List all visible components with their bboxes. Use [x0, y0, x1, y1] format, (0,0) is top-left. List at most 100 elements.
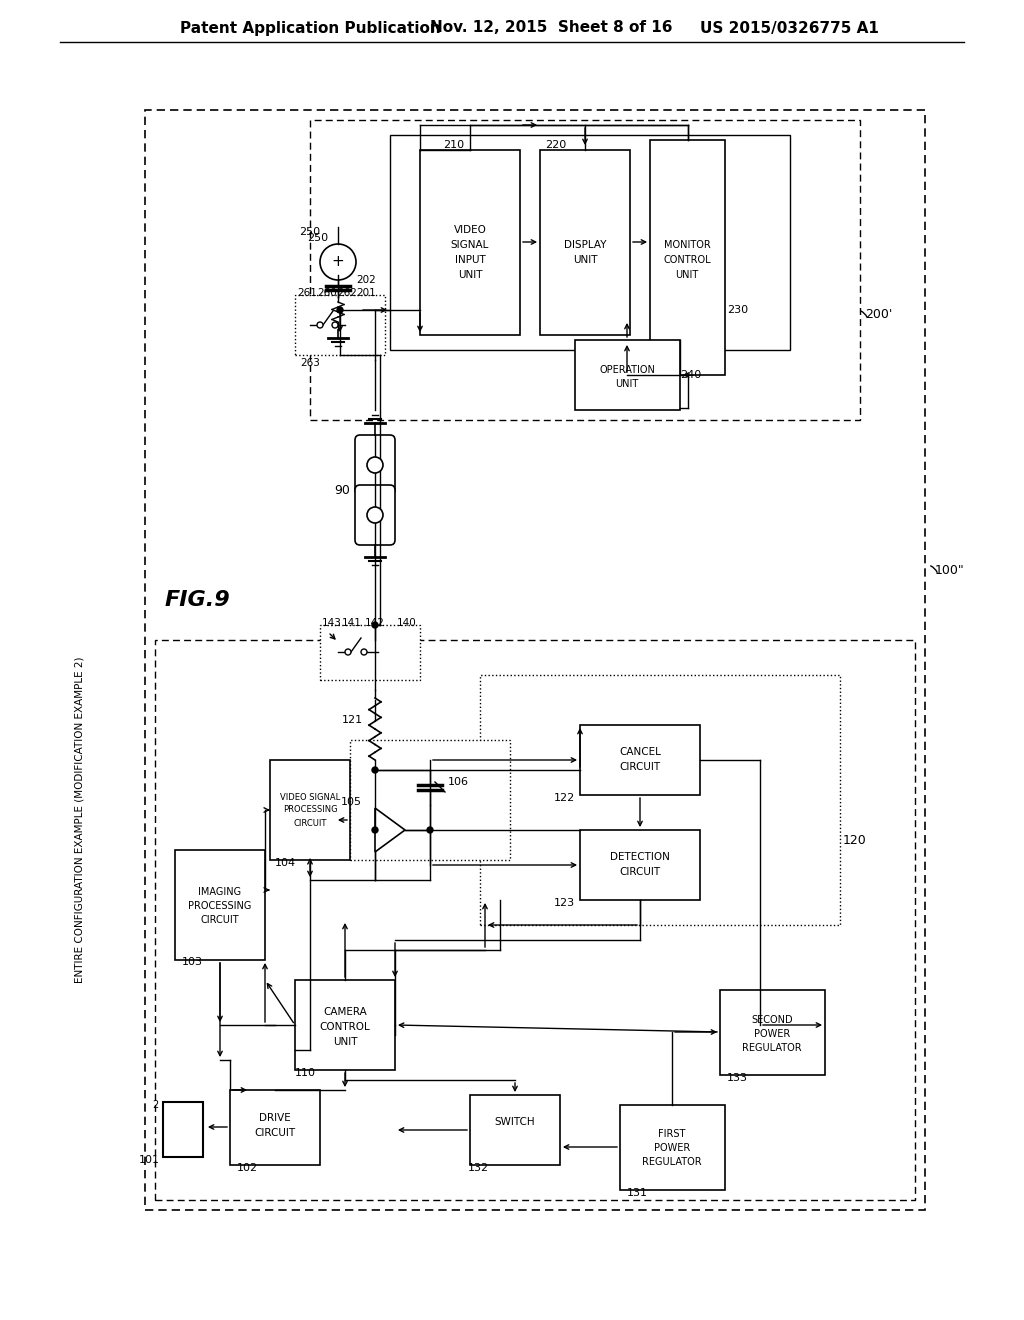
Text: 200': 200' — [865, 309, 892, 322]
Text: 100": 100" — [935, 564, 965, 577]
Bar — [230, 1090, 319, 1166]
Text: ENTIRE CONFIGURATION EXAMPLE (MODIFICATION EXAMPLE 2): ENTIRE CONFIGURATION EXAMPLE (MODIFICATI… — [75, 657, 85, 983]
Circle shape — [361, 649, 367, 655]
Text: 263: 263 — [300, 358, 319, 368]
Text: UNIT: UNIT — [333, 1038, 357, 1047]
Bar — [420, 150, 520, 335]
Text: 104: 104 — [275, 858, 296, 869]
Text: CIRCUIT: CIRCUIT — [254, 1129, 296, 1138]
Bar — [650, 140, 725, 375]
Text: 122: 122 — [554, 793, 575, 803]
Bar — [580, 830, 700, 900]
Text: US 2015/0326775 A1: US 2015/0326775 A1 — [700, 21, 879, 36]
Text: 250: 250 — [299, 227, 321, 238]
Text: 261: 261 — [297, 288, 316, 298]
Text: 143: 143 — [322, 618, 342, 628]
Text: UNIT: UNIT — [458, 271, 482, 280]
Text: CONTROL: CONTROL — [664, 255, 711, 265]
Text: 141: 141 — [342, 618, 361, 628]
Text: DISPLAY: DISPLAY — [564, 240, 606, 249]
Bar — [163, 1102, 203, 1158]
Text: 220: 220 — [545, 140, 566, 150]
Text: 101: 101 — [139, 1155, 160, 1166]
Text: VIDEO SIGNAL: VIDEO SIGNAL — [280, 792, 340, 801]
Text: 260: 260 — [317, 288, 337, 298]
Circle shape — [319, 244, 356, 280]
Text: +: + — [332, 255, 344, 269]
Circle shape — [337, 308, 343, 313]
Text: MONITOR: MONITOR — [664, 240, 711, 249]
Text: 103: 103 — [182, 957, 203, 968]
Text: SWITCH: SWITCH — [495, 1117, 536, 1127]
Text: PROCESSING: PROCESSING — [283, 805, 337, 814]
Text: Patent Application Publication: Patent Application Publication — [180, 21, 440, 36]
Bar — [390, 135, 790, 350]
Text: SIGNAL: SIGNAL — [451, 240, 489, 249]
Bar — [145, 110, 925, 1210]
Text: 262: 262 — [337, 288, 357, 298]
Circle shape — [345, 649, 351, 655]
Text: 121: 121 — [342, 715, 362, 725]
Text: 90: 90 — [334, 483, 350, 496]
Text: REGULATOR: REGULATOR — [642, 1158, 701, 1167]
Circle shape — [372, 767, 378, 774]
Circle shape — [427, 828, 433, 833]
Text: CANCEL: CANCEL — [620, 747, 660, 756]
Text: UNIT: UNIT — [676, 271, 698, 280]
Text: INPUT: INPUT — [455, 255, 485, 265]
Text: Nov. 12, 2015  Sheet 8 of 16: Nov. 12, 2015 Sheet 8 of 16 — [430, 21, 673, 36]
Text: DRIVE: DRIVE — [259, 1113, 291, 1123]
Circle shape — [367, 507, 383, 523]
Circle shape — [367, 457, 383, 473]
Text: IMAGING: IMAGING — [199, 887, 242, 898]
Bar — [155, 640, 915, 1200]
Circle shape — [332, 322, 338, 327]
Text: 106: 106 — [449, 777, 469, 787]
Text: UNIT: UNIT — [572, 255, 597, 265]
Text: UNIT: UNIT — [615, 379, 639, 389]
Text: SECOND: SECOND — [752, 1015, 793, 1026]
Bar — [575, 341, 680, 411]
Text: POWER: POWER — [754, 1030, 791, 1039]
Text: CIRCUIT: CIRCUIT — [293, 818, 327, 828]
Text: 105: 105 — [341, 797, 362, 807]
Text: 140: 140 — [397, 618, 417, 628]
Bar — [175, 850, 265, 960]
Text: POWER: POWER — [654, 1143, 690, 1152]
Bar — [580, 725, 700, 795]
Text: 132: 132 — [468, 1163, 489, 1173]
Text: 250: 250 — [307, 234, 329, 243]
Text: 142: 142 — [365, 618, 385, 628]
Circle shape — [317, 322, 323, 327]
Text: CAMERA: CAMERA — [324, 1007, 367, 1016]
Text: 201: 201 — [356, 288, 376, 298]
Bar — [295, 294, 385, 355]
FancyBboxPatch shape — [355, 484, 395, 545]
Text: 2: 2 — [152, 1100, 158, 1110]
Text: VIDEO: VIDEO — [454, 224, 486, 235]
Bar — [295, 979, 395, 1071]
Text: FIRST: FIRST — [658, 1129, 686, 1139]
Bar — [319, 624, 420, 680]
Bar — [620, 1105, 725, 1191]
Text: 133: 133 — [727, 1073, 748, 1082]
Circle shape — [372, 828, 378, 833]
Text: PROCESSING: PROCESSING — [188, 902, 252, 911]
Bar — [350, 741, 510, 861]
Text: 123: 123 — [554, 898, 575, 908]
Bar — [270, 760, 350, 861]
Text: 102: 102 — [237, 1163, 258, 1173]
Text: DETECTION: DETECTION — [610, 851, 670, 862]
Text: FIG.9: FIG.9 — [165, 590, 230, 610]
Text: 110: 110 — [295, 1068, 316, 1078]
Text: 240: 240 — [680, 370, 701, 380]
Bar — [480, 675, 840, 925]
Text: CIRCUIT: CIRCUIT — [201, 915, 240, 925]
Text: CONTROL: CONTROL — [319, 1022, 371, 1032]
Text: CIRCUIT: CIRCUIT — [620, 762, 660, 772]
Circle shape — [372, 622, 378, 628]
Bar — [470, 1096, 560, 1166]
Text: 230: 230 — [727, 305, 749, 315]
Text: 120: 120 — [843, 833, 866, 846]
Text: REGULATOR: REGULATOR — [742, 1043, 802, 1053]
